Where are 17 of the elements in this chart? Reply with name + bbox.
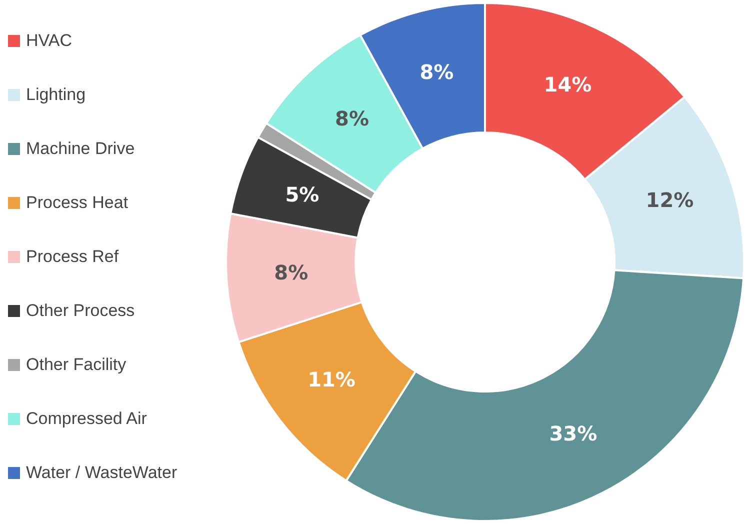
data-label: 14% <box>544 72 592 96</box>
data-label: 8% <box>335 106 370 131</box>
legend-label: Process Heat <box>26 193 128 213</box>
legend-label: HVAC <box>26 31 72 51</box>
data-label: 5% <box>285 182 320 206</box>
legend-label: Machine Drive <box>26 139 135 159</box>
legend-label: Other Facility <box>26 355 126 375</box>
data-label: 12% <box>646 188 694 212</box>
legend-label: Other Process <box>26 301 135 321</box>
data-label: 33% <box>549 421 598 446</box>
data-label: 8% <box>274 260 308 284</box>
data-label: 11% <box>308 367 356 392</box>
legend-label: Water / WasteWater <box>26 463 178 483</box>
legend-label: Lighting <box>26 85 86 105</box>
data-label: 8% <box>420 60 454 84</box>
legend-label: Process Ref <box>26 247 119 267</box>
legend-label: Compressed Air <box>26 409 147 429</box>
